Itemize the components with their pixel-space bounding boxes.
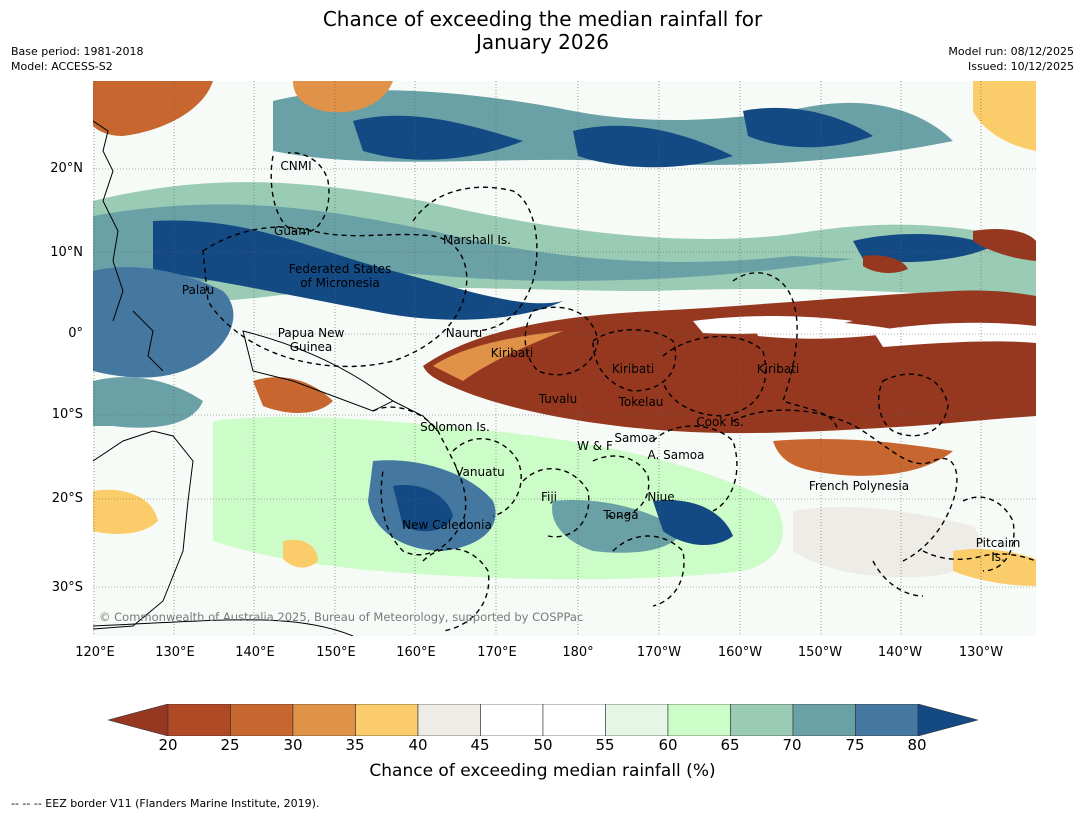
eez-borders: [202, 152, 1036, 632]
region-vanuatu: Vanuatu: [455, 465, 505, 479]
region-newcal: New Caledonia: [402, 518, 492, 532]
colorbar-arrow-low: [108, 704, 169, 736]
colorbar-tick-70: 70: [782, 736, 802, 754]
base-period: Base period: 1981-2018: [11, 45, 144, 58]
lon-label-120e: 120°E: [75, 645, 115, 660]
lon-label-160w: 160°W: [717, 645, 763, 660]
rainfall-field: [93, 81, 1036, 586]
region-niue: Niue: [647, 490, 675, 504]
region-nauru: Nauru: [445, 326, 483, 340]
region-tonga: Tonga: [603, 508, 639, 522]
colorbar-tick-65: 65: [720, 736, 740, 754]
title-line-1: Chance of exceeding the median rainfall …: [322, 7, 763, 31]
colorbar-tick-50: 50: [533, 736, 553, 754]
lat-label-10n: 10°N: [50, 245, 83, 260]
region-fsm-2: of Micronesia: [300, 276, 380, 290]
model-run: Model run: 08/12/2025: [948, 45, 1074, 58]
region-pitcairn-1: Pitcairn: [975, 536, 1021, 550]
region-solomon: Solomon Is.: [420, 420, 490, 434]
region-kiribati-w: Kiribati: [490, 346, 534, 360]
colorbar-label: Chance of exceeding median rainfall (%): [369, 761, 716, 781]
colorbar-tick-30: 30: [283, 736, 303, 754]
lon-label-140w: 140°W: [877, 645, 923, 660]
region-amsamoa: A. Samoa: [647, 448, 705, 462]
lon-label-170e: 170°E: [477, 645, 517, 660]
colorbar-segment: [605, 704, 669, 736]
colorbar-tick-20: 20: [158, 736, 178, 754]
title-line-2: January 2026: [475, 30, 610, 54]
lat-label-0: 0°: [68, 326, 83, 341]
issued-date: Issued: 10/12/2025: [967, 60, 1074, 73]
model-name: Model: ACCESS-S2: [11, 60, 113, 73]
lat-label-30s: 30°S: [51, 580, 83, 595]
colorbar-segment: [667, 704, 731, 736]
colorbar-segment: [230, 704, 294, 736]
lon-label-150e: 150°E: [316, 645, 356, 660]
region-fiji: Fiji: [540, 490, 558, 504]
chart-title: Chance of exceeding the median rainfall …: [0, 8, 1085, 54]
lon-label-170w: 170°W: [636, 645, 682, 660]
region-kiribati-e: Kiribati: [756, 362, 800, 376]
colorbar-segment: [730, 704, 794, 736]
colorbar-tick-25: 25: [220, 736, 240, 754]
region-palau: Palau: [181, 283, 215, 297]
eez-footnote: -- -- -- EEZ border V11 (Flanders Marine…: [11, 797, 320, 810]
colorbar-segment: [167, 704, 231, 736]
colorbar-tick-40: 40: [408, 736, 428, 754]
colorbar-segment: [542, 704, 606, 736]
colorbar-tick-35: 35: [345, 736, 365, 754]
region-wf: W & F: [577, 439, 613, 453]
region-cnmi: CNMI: [280, 159, 312, 173]
region-cook: Cook Is.: [696, 415, 744, 429]
region-marshall: Marshall Is.: [443, 233, 511, 247]
colorbar-tick-45: 45: [470, 736, 490, 754]
colorbar-segment: [292, 704, 356, 736]
colorbar-segment: [480, 704, 544, 736]
region-tokelau: Tokelau: [618, 395, 664, 409]
region-fsm-1: Federated States: [288, 262, 392, 276]
region-png-2: Guinea: [289, 340, 333, 354]
copyright-notice: © Commonwealth of Australia 2025, Bureau…: [99, 610, 584, 624]
lon-label-160e: 160°E: [396, 645, 436, 660]
lat-label-20n: 20°N: [50, 161, 83, 176]
colorbar-segment: [792, 704, 856, 736]
meta-right: Model run: 08/12/2025 Issued: 10/12/2025: [948, 44, 1074, 74]
lon-label-180: 180°: [562, 645, 594, 660]
colorbar-segments: [108, 704, 978, 736]
lat-label-10s: 10°S: [51, 407, 83, 422]
colorbar: [108, 704, 978, 736]
colorbar-arrow-high: [917, 704, 978, 736]
lon-label-140e: 140°E: [235, 645, 275, 660]
region-frpoly: French Polynesia: [808, 479, 910, 493]
colorbar-tick-75: 75: [845, 736, 865, 754]
colorbar-tick-55: 55: [595, 736, 615, 754]
lat-label-20s: 20°S: [51, 491, 83, 506]
region-samoa: Samoa: [614, 431, 656, 445]
graticule: [93, 81, 1036, 636]
region-pitcairn-2: Is.: [991, 550, 1005, 564]
lon-label-130e: 130°E: [155, 645, 195, 660]
colorbar-segment: [417, 704, 481, 736]
meta-left: Base period: 1981-2018 Model: ACCESS-S2: [11, 44, 143, 74]
colorbar-tick-80: 80: [907, 736, 927, 754]
region-png-1: Papua New: [277, 326, 345, 340]
region-guam: Guam: [274, 224, 310, 238]
lon-label-150w: 150°W: [797, 645, 843, 660]
rainfall-map: [93, 81, 1036, 636]
lon-label-130w: 130°W: [958, 645, 1004, 660]
colorbar-segment: [855, 704, 919, 736]
region-tuvalu: Tuvalu: [538, 392, 578, 406]
region-kiribati-c: Kiribati: [611, 362, 655, 376]
colorbar-segment: [355, 704, 419, 736]
colorbar-tick-60: 60: [658, 736, 678, 754]
